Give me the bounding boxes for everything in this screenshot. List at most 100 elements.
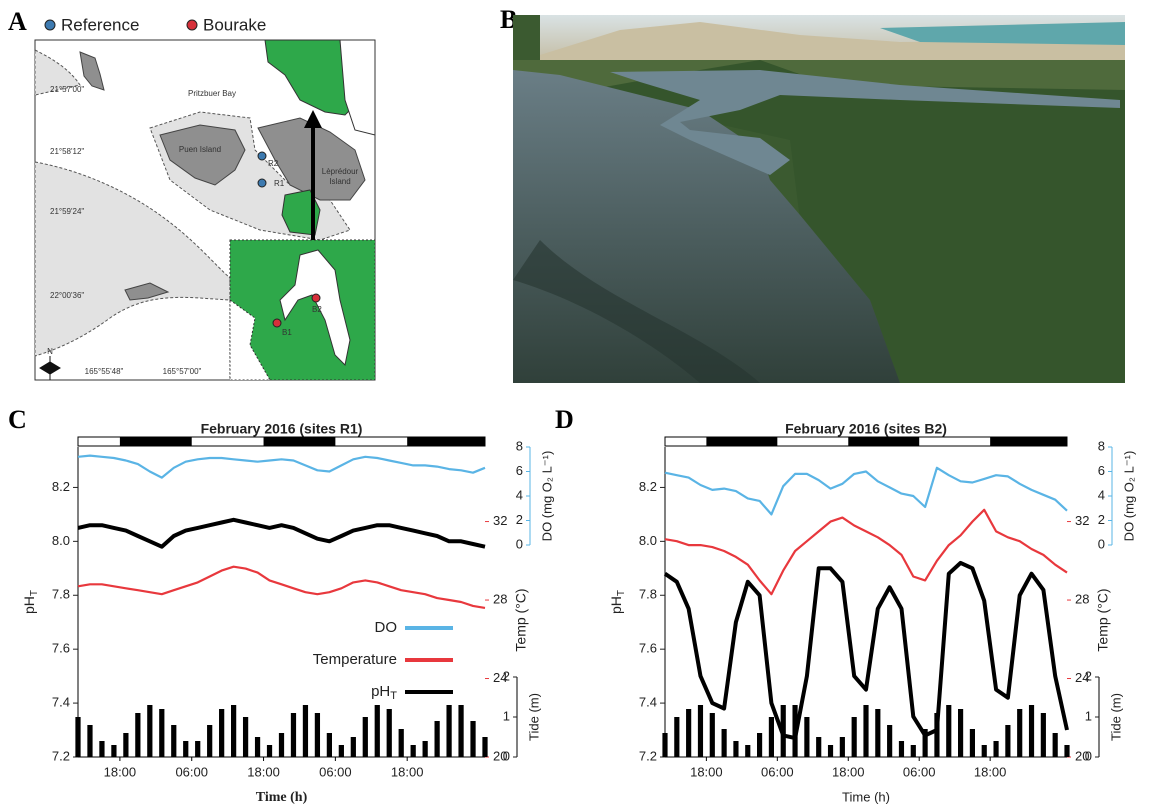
tide-bar	[99, 741, 105, 757]
place-label: Lèprédour	[322, 167, 359, 176]
y3-tick-label: 4	[516, 487, 523, 502]
tide-bar	[266, 745, 273, 757]
tide-bar	[827, 745, 834, 757]
island	[79, 51, 105, 91]
tide-bar	[350, 737, 356, 757]
island	[159, 124, 246, 186]
tide-bar	[374, 705, 380, 757]
compass-label: N	[47, 347, 53, 356]
y-tick-label: 7.6	[52, 641, 70, 656]
lat-label: 21°58'12"	[50, 147, 84, 156]
x-tick-label: 18:00	[247, 764, 280, 779]
tide-bar	[290, 713, 297, 757]
y2-tick-label: 24	[493, 670, 507, 685]
y4-tick-label: 0	[503, 748, 510, 763]
site-marker	[272, 318, 282, 328]
series-line	[77, 565, 486, 609]
site-label: B2	[312, 305, 322, 314]
tide-bar	[398, 729, 404, 757]
tide-bar	[993, 741, 999, 757]
tide-bar	[386, 709, 392, 757]
tide-bar	[839, 737, 845, 757]
tide-bar	[981, 745, 987, 757]
tide-bar	[1052, 733, 1058, 757]
tide-bar	[863, 705, 869, 757]
x-tick-label: 06:00	[761, 764, 794, 779]
legend-label: Bourake	[203, 15, 266, 34]
panel-letter: A	[8, 7, 27, 36]
tide-bar	[1005, 725, 1011, 757]
site-marker	[257, 178, 267, 188]
tide-bar	[1028, 705, 1035, 757]
tide-bar	[231, 705, 237, 757]
channel	[279, 249, 351, 367]
tide-bar	[278, 733, 285, 757]
mangrove	[513, 60, 1125, 383]
tide-bar	[898, 741, 905, 757]
y4-tick-label: 1	[1085, 708, 1092, 723]
tide-bar	[123, 733, 129, 757]
site-label: B1	[282, 328, 292, 337]
tide-bar	[195, 741, 201, 757]
tide-bar	[1040, 713, 1046, 757]
y3-axis-label: DO (mg O₂ L⁻¹)	[539, 451, 554, 542]
panel-letter: D	[555, 405, 574, 434]
x-tick-label: 18:00	[391, 764, 424, 779]
series-line	[77, 454, 486, 479]
tide-bar	[686, 709, 692, 757]
tide-bar	[482, 737, 488, 757]
river	[610, 70, 1120, 175]
lon-label: 165°57'00"	[163, 367, 202, 376]
tide-bar	[242, 717, 249, 757]
tide-bar	[183, 741, 189, 757]
tide-bar	[75, 717, 81, 757]
map: Reference Bourake N Pritzbuer Bay Puen I…	[34, 15, 376, 381]
x-tick-label: 06:00	[319, 764, 352, 779]
tide-bar	[1064, 745, 1070, 757]
y2-tick-label: 32	[1075, 513, 1089, 528]
tide-bar	[804, 717, 810, 757]
legend-label: Reference	[61, 15, 139, 34]
y2-tick-label: 20	[1075, 748, 1089, 763]
y-axis-label-sub: T	[616, 590, 627, 596]
night-block	[119, 437, 192, 446]
tide-bar	[87, 725, 93, 757]
island	[124, 282, 170, 301]
tide-bar	[946, 705, 952, 757]
y-axis-label-sub: T	[29, 590, 40, 596]
place-label: Island	[329, 177, 350, 186]
tide-bar	[934, 713, 940, 757]
legend-label: Temperature	[313, 651, 397, 668]
y4-tick-label: 2	[1085, 668, 1092, 683]
tide-bar	[816, 737, 822, 757]
y4-tick-label: 1	[503, 708, 510, 723]
tide-bar	[254, 737, 261, 757]
tide-bar	[302, 705, 309, 757]
legend-dot	[44, 19, 56, 31]
tide-bar	[875, 709, 881, 757]
tide-bar	[338, 745, 344, 757]
y2-tick-label: 28	[493, 591, 507, 606]
series-line	[664, 508, 1068, 596]
tide-bar	[434, 721, 440, 757]
tide-bar	[422, 741, 428, 757]
site-marker	[257, 151, 267, 161]
tide-bar	[314, 713, 321, 757]
series-line	[663, 560, 1069, 741]
tide-bar	[362, 717, 368, 757]
land	[229, 299, 271, 381]
x-axis-label: Time (h)	[842, 789, 890, 804]
y-tick-label: 7.2	[52, 748, 70, 763]
y-axis-label: pHT	[21, 590, 40, 614]
series-line	[77, 517, 486, 549]
x-tick-label: 06:00	[903, 764, 936, 779]
y2-axis-label: Temp (°C)	[513, 588, 529, 651]
lat-label: 21°57'00"	[50, 85, 84, 94]
tide-bar	[745, 745, 751, 757]
legend-label: DO	[375, 619, 398, 636]
tide-bar	[410, 745, 416, 757]
y3-tick-label: 2	[1098, 512, 1105, 527]
x-tick-label: 18:00	[832, 764, 865, 779]
y-tick-label: 7.8	[639, 587, 657, 602]
